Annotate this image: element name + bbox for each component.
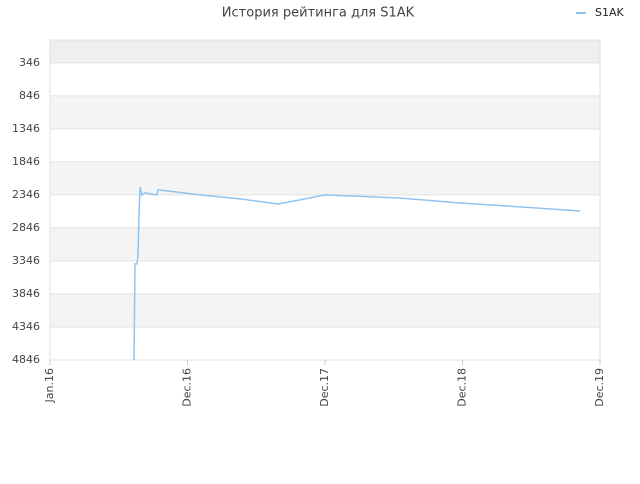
y-tick-label: 2346 [12, 188, 40, 201]
x-tick-label: Dec.18 [456, 368, 469, 407]
series-line [133, 186, 581, 361]
y-tick-label: 4846 [12, 353, 40, 366]
y-tick-label: 846 [19, 89, 40, 102]
legend-label: S1AK [595, 6, 625, 19]
y-tick-label: 1346 [12, 122, 40, 135]
y-tick-label: 3846 [12, 287, 40, 300]
x-tick-label: Dec.19 [593, 368, 606, 407]
y-tick-label: 2846 [12, 221, 40, 234]
y-tick-label: 3346 [12, 254, 40, 267]
y-tick-label: 346 [19, 56, 40, 69]
y-tick-label: 1846 [12, 155, 40, 168]
x-tick-label: Dec.17 [318, 368, 331, 407]
chart-title: История рейтинга для S1AK [222, 6, 415, 21]
grid-band [50, 293, 600, 327]
x-tick-label: Jan.16 [43, 368, 56, 403]
grid-band [50, 161, 600, 195]
grid-band [50, 95, 600, 129]
grid-band [50, 40, 600, 63]
x-tick-label: Dec.16 [181, 368, 194, 407]
grid-band [50, 227, 600, 261]
y-tick-label: 4346 [12, 320, 40, 333]
